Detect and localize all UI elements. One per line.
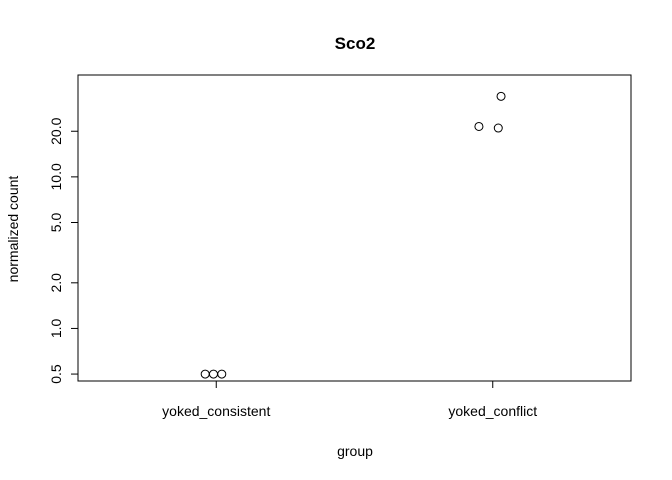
y-tick-label: 1.0 bbox=[48, 318, 64, 338]
y-tick-label: 0.5 bbox=[48, 364, 64, 384]
data-point bbox=[217, 369, 227, 379]
x-axis-label: group bbox=[337, 443, 373, 459]
y-tick-label: 2.0 bbox=[48, 273, 64, 293]
x-tick-label: yoked_conflict bbox=[448, 403, 537, 419]
chart-title: Sco2 bbox=[335, 34, 376, 53]
plot-area-frame bbox=[77, 74, 632, 382]
y-axis-label: normalized count bbox=[5, 176, 21, 283]
y-tick-label: 10.0 bbox=[48, 163, 64, 190]
y-tick-label: 20.0 bbox=[48, 117, 64, 144]
data-point bbox=[496, 91, 506, 101]
y-tick-label: 5.0 bbox=[48, 213, 64, 233]
data-point bbox=[493, 123, 503, 133]
y-axis: 0.5 1.0 2.0 5.0 10.0 20.0 bbox=[48, 117, 78, 384]
data-point bbox=[474, 121, 484, 131]
x-tick-label: yoked_consistent bbox=[162, 403, 270, 419]
x-axis: yoked_consistent yoked_conflict bbox=[162, 381, 537, 419]
data-points bbox=[200, 91, 506, 379]
